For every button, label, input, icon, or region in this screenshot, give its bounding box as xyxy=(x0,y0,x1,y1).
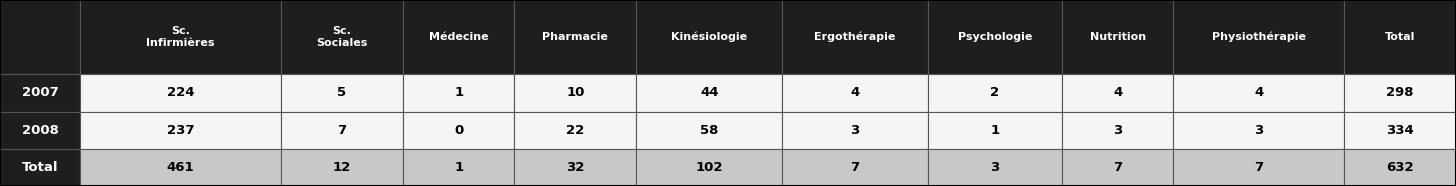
Text: Total: Total xyxy=(22,161,58,174)
Bar xyxy=(1344,74,1456,112)
Bar xyxy=(1174,74,1344,112)
Text: Nutrition: Nutrition xyxy=(1089,32,1146,42)
Bar xyxy=(1174,0,1344,74)
Text: 58: 58 xyxy=(700,124,718,137)
Bar xyxy=(281,0,403,74)
Text: 3: 3 xyxy=(1112,124,1123,137)
Text: 1: 1 xyxy=(454,86,463,100)
Text: 3: 3 xyxy=(850,124,859,137)
Bar xyxy=(80,0,281,74)
Text: 1: 1 xyxy=(454,161,463,174)
Text: 4: 4 xyxy=(1254,86,1264,100)
Bar xyxy=(1174,112,1344,149)
Text: 7: 7 xyxy=(1112,161,1123,174)
Text: Pharmacie: Pharmacie xyxy=(543,32,609,42)
Bar xyxy=(1061,74,1174,112)
Bar xyxy=(927,0,1061,74)
Bar xyxy=(403,149,514,186)
Bar xyxy=(0,149,80,186)
Text: 7: 7 xyxy=(850,161,859,174)
Text: 2008: 2008 xyxy=(22,124,58,137)
Text: 7: 7 xyxy=(338,124,347,137)
Bar xyxy=(782,112,927,149)
Bar xyxy=(80,74,281,112)
Bar xyxy=(636,74,782,112)
Text: Total: Total xyxy=(1385,32,1415,42)
Text: 3: 3 xyxy=(1254,124,1264,137)
Bar xyxy=(782,0,927,74)
Text: 224: 224 xyxy=(167,86,194,100)
Bar xyxy=(403,112,514,149)
Bar xyxy=(1344,149,1456,186)
Text: 12: 12 xyxy=(333,161,351,174)
Text: Sc.
Infirmières: Sc. Infirmières xyxy=(146,26,214,48)
Bar xyxy=(1061,112,1174,149)
Bar xyxy=(1344,112,1456,149)
Text: 298: 298 xyxy=(1386,86,1414,100)
Text: 22: 22 xyxy=(566,124,584,137)
Text: 102: 102 xyxy=(696,161,724,174)
Text: 4: 4 xyxy=(1112,86,1123,100)
Text: 237: 237 xyxy=(167,124,194,137)
Text: 334: 334 xyxy=(1386,124,1414,137)
Bar xyxy=(636,0,782,74)
Bar xyxy=(1174,149,1344,186)
Bar xyxy=(0,0,80,74)
Text: 4: 4 xyxy=(850,86,859,100)
Text: 10: 10 xyxy=(566,86,585,100)
Bar xyxy=(1061,149,1174,186)
Bar xyxy=(782,74,927,112)
Text: Kinésiologie: Kinésiologie xyxy=(671,32,747,42)
Bar xyxy=(927,74,1061,112)
Bar xyxy=(1061,0,1174,74)
Text: 461: 461 xyxy=(166,161,194,174)
Bar xyxy=(281,112,403,149)
Text: Ergothérapie: Ergothérapie xyxy=(814,32,895,42)
Text: 3: 3 xyxy=(990,161,999,174)
Text: 32: 32 xyxy=(566,161,585,174)
Bar xyxy=(514,112,636,149)
Text: 0: 0 xyxy=(454,124,463,137)
Bar xyxy=(514,74,636,112)
Bar xyxy=(281,149,403,186)
Bar xyxy=(0,112,80,149)
Text: 2: 2 xyxy=(990,86,999,100)
Bar xyxy=(80,149,281,186)
Text: 44: 44 xyxy=(700,86,718,100)
Bar xyxy=(80,112,281,149)
Text: 5: 5 xyxy=(338,86,347,100)
Bar xyxy=(1344,0,1456,74)
Text: 1: 1 xyxy=(990,124,999,137)
Bar xyxy=(927,149,1061,186)
Bar xyxy=(514,149,636,186)
Bar xyxy=(514,0,636,74)
Bar xyxy=(927,112,1061,149)
Text: 2007: 2007 xyxy=(22,86,58,100)
Text: Psychologie: Psychologie xyxy=(958,32,1032,42)
Bar xyxy=(403,0,514,74)
Text: 7: 7 xyxy=(1255,161,1264,174)
Bar xyxy=(782,149,927,186)
Text: Médecine: Médecine xyxy=(430,32,488,42)
Bar xyxy=(403,74,514,112)
Bar xyxy=(636,149,782,186)
Bar xyxy=(636,112,782,149)
Text: Sc.
Sociales: Sc. Sociales xyxy=(316,26,367,48)
Bar xyxy=(281,74,403,112)
Text: Physiothérapie: Physiothérapie xyxy=(1211,32,1306,42)
Bar xyxy=(0,74,80,112)
Text: 632: 632 xyxy=(1386,161,1414,174)
